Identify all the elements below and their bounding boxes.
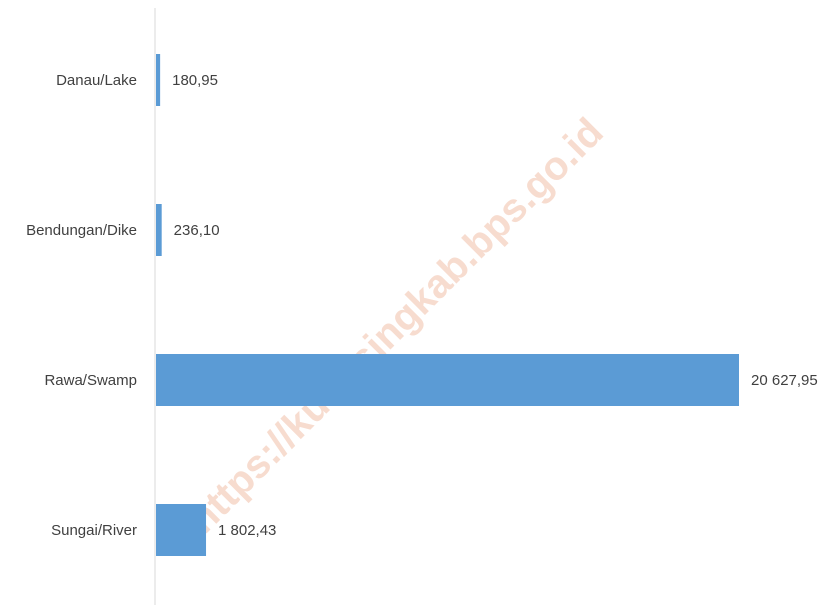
category-label: Danau/Lake: [56, 72, 137, 89]
bar-danau-lake: [156, 54, 161, 106]
data-label: 20 627,95: [751, 372, 818, 389]
bar-rawa-swamp: [156, 354, 739, 406]
data-label: 236,10: [174, 222, 220, 239]
category-label: Sungai/River: [51, 522, 137, 539]
category-label: Rawa/Swamp: [44, 372, 137, 389]
data-label: 1 802,43: [218, 522, 276, 539]
bar-bendungan-dike: [156, 204, 162, 256]
bar-sungai-river: [156, 504, 207, 556]
bars: [156, 54, 739, 556]
category-label: Bendungan/Dike: [26, 222, 137, 239]
data-label: 180,95: [172, 72, 218, 89]
watermark-text: https://kuansingkab.bps.go.id: [180, 110, 612, 542]
watermark: https://kuansingkab.bps.go.id: [180, 110, 612, 542]
labels: Danau/Lake 180,95 Bendungan/Dike 236,10 Rawa…: [26, 72, 818, 539]
